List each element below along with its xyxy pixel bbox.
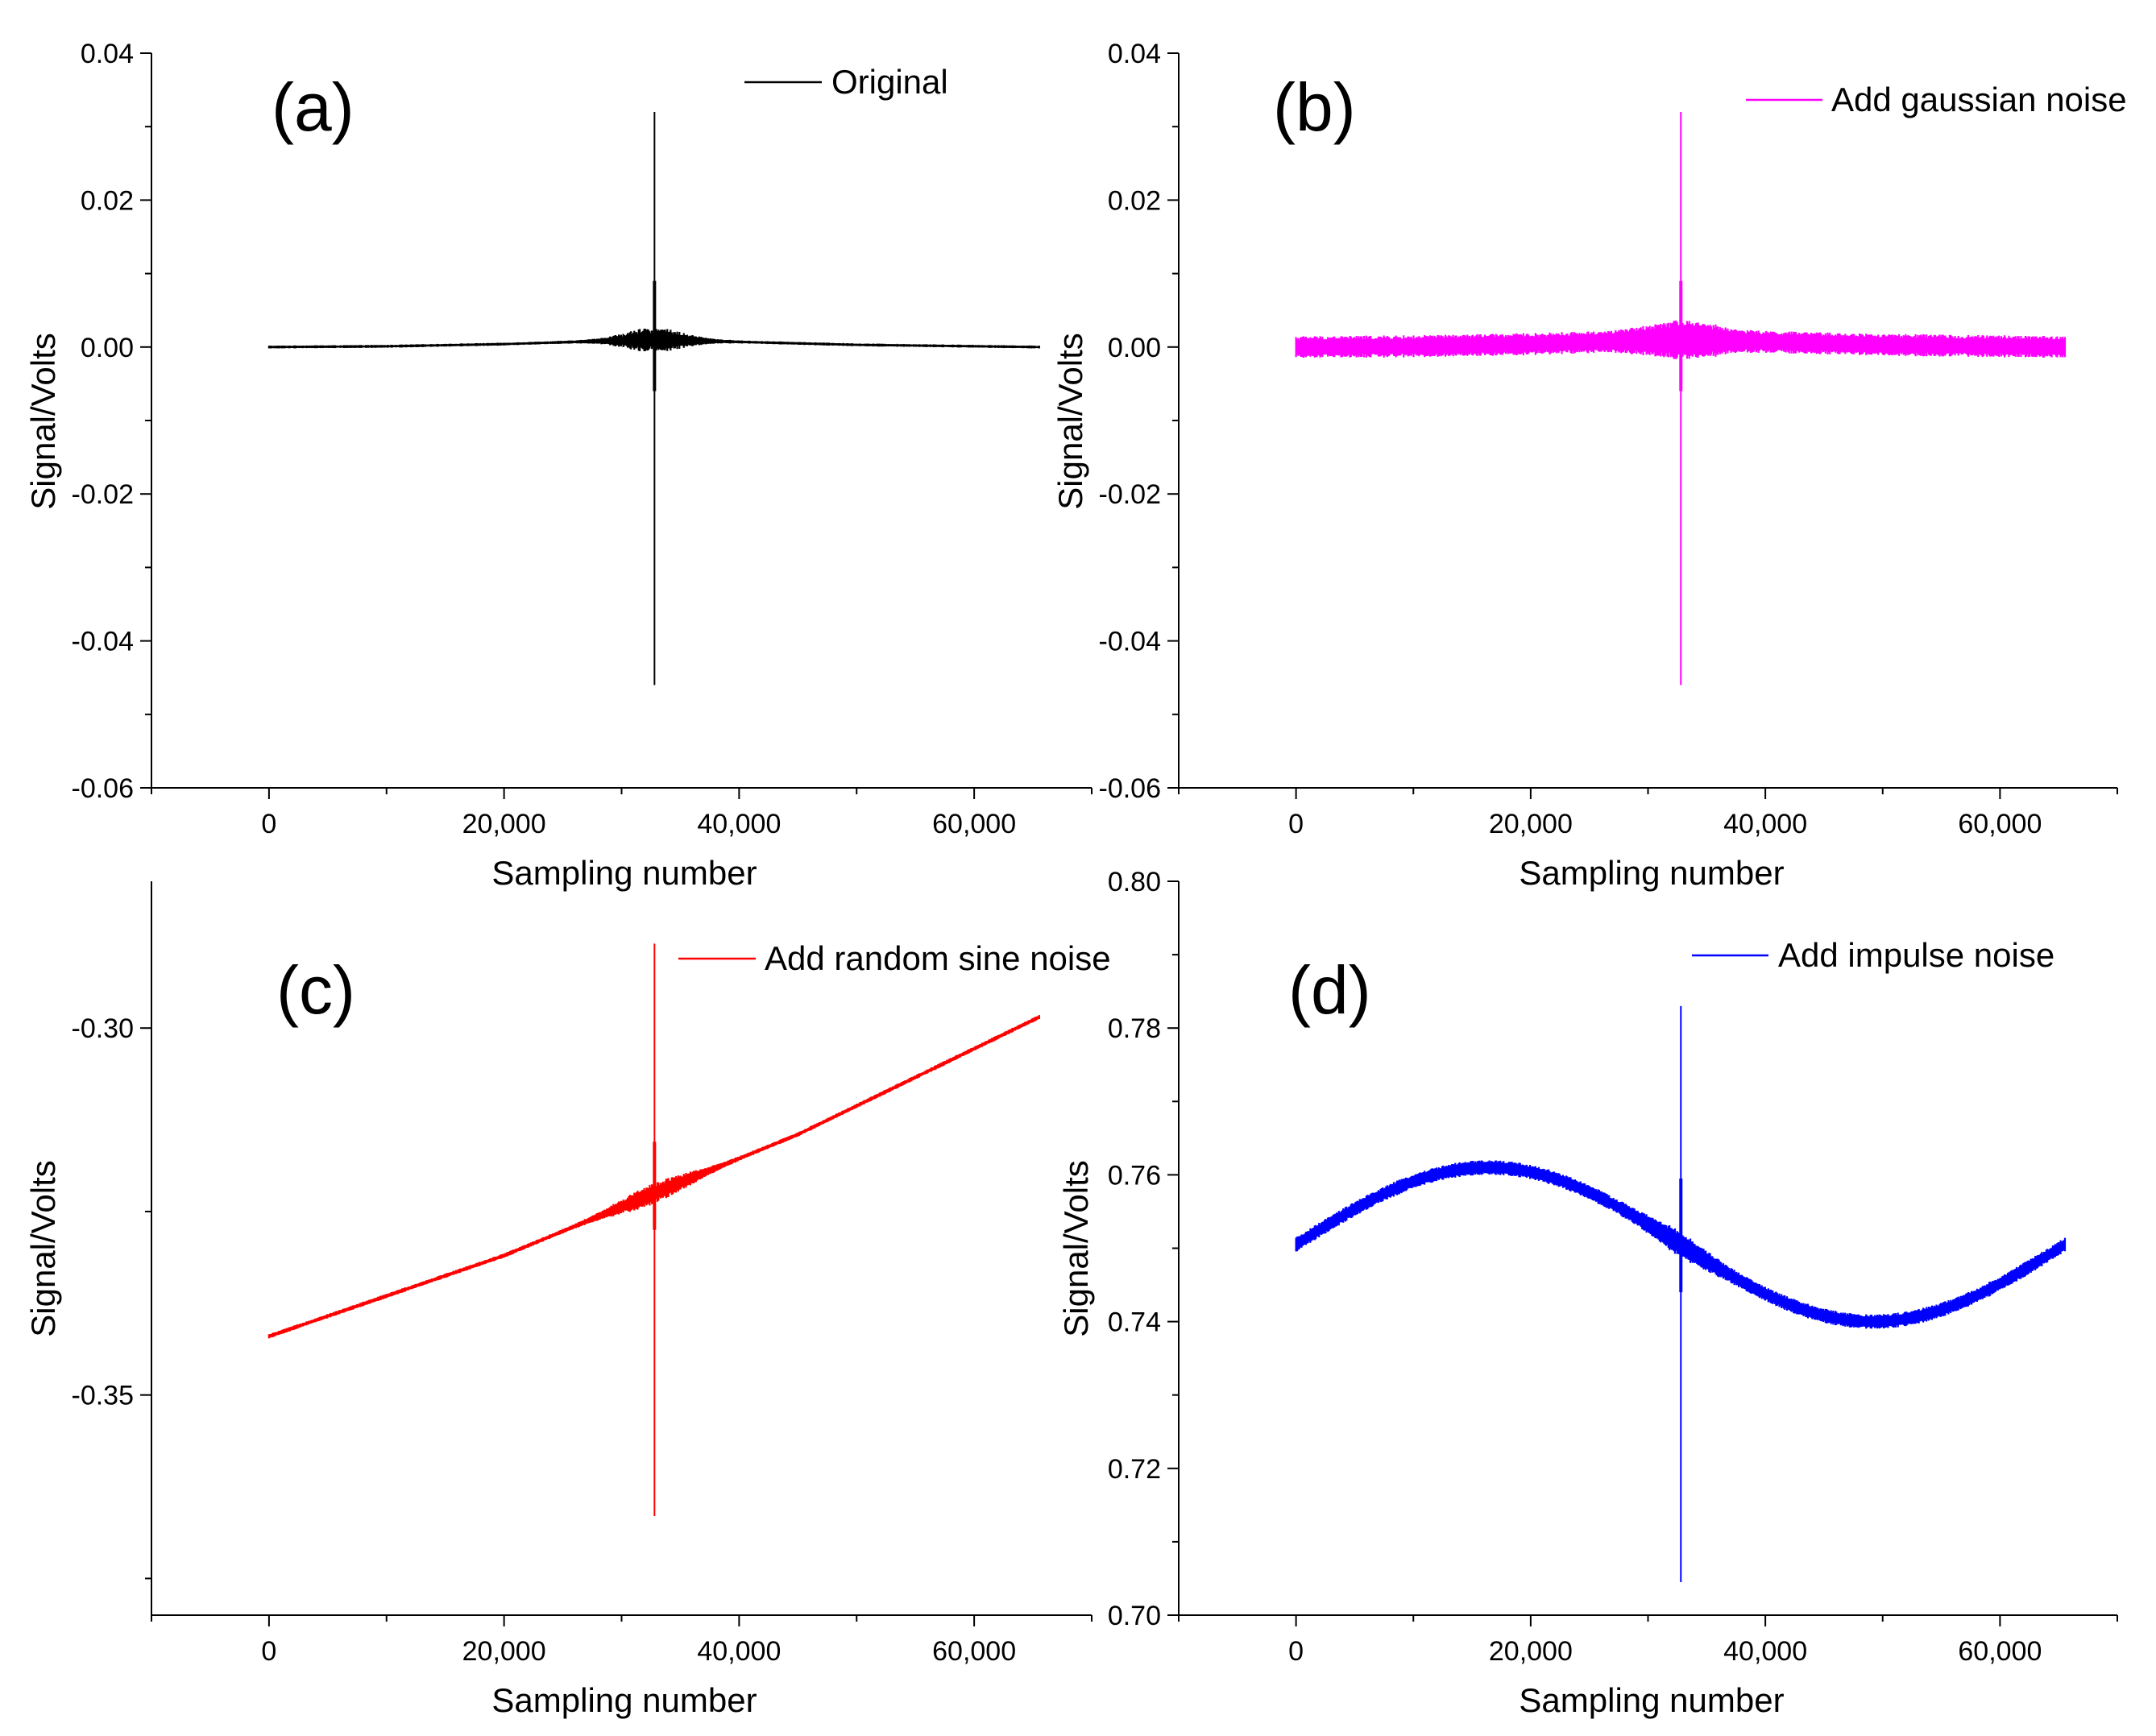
panel-c-y-axis-title: Signal/Volts bbox=[24, 1160, 62, 1336]
y-tick-label: 0.02 bbox=[1108, 185, 1161, 216]
x-tick-label: 0 bbox=[1288, 1636, 1304, 1667]
y-tick-label: 0.78 bbox=[1108, 1013, 1161, 1044]
panel-b-label: (b) bbox=[1273, 69, 1356, 145]
panel-d-legend-label: Add impulse noise bbox=[1778, 936, 2054, 974]
x-tick-label: 60,000 bbox=[932, 1636, 1016, 1667]
y-tick-label: 0.72 bbox=[1108, 1454, 1161, 1485]
panel-b-legend-label: Add gaussian noise bbox=[1831, 81, 2127, 118]
panel-d-trace bbox=[1295, 1005, 2067, 1583]
y-tick-label: -0.35 bbox=[72, 1381, 135, 1411]
panel-c-x-axis-title: Sampling number bbox=[491, 1681, 757, 1719]
x-tick-label: 60,000 bbox=[932, 809, 1016, 839]
x-tick-label: 0 bbox=[261, 1636, 276, 1667]
x-tick-label: 0 bbox=[261, 809, 276, 839]
panel-b: -0.06 -0.04 -0.02 0.00 0.02 0.04 0 20,000 40,000… bbox=[1051, 39, 2127, 892]
panel-b-y-axis-title: Signal/Volts bbox=[1051, 333, 1089, 509]
panel-d-label: (d) bbox=[1288, 952, 1371, 1028]
panel-d: 0.70 0.72 0.74 0.76 0.78 0.80 0 20,000 40,000 60,… bbox=[1057, 867, 2118, 1719]
panel-d-ticks: 0.70 0.72 0.74 0.76 0.78 0.80 0 20,000 40,000 60,… bbox=[1108, 867, 2118, 1667]
panel-d-legend: Add impulse noise bbox=[1692, 936, 2054, 974]
panel-d-y-axis-title: Signal/Volts bbox=[1057, 1160, 1095, 1336]
panel-c-legend: Add random sine noise bbox=[678, 939, 1111, 977]
panel-b-legend: Add gaussian noise bbox=[1746, 81, 2127, 118]
y-tick-label: 0.76 bbox=[1108, 1160, 1161, 1191]
panel-c-trace bbox=[267, 943, 1040, 1517]
panel-a: -0.06 -0.04 -0.02 0.00 0.02 0.04 0 20,000 40,000… bbox=[24, 39, 1093, 892]
x-tick-label: 20,000 bbox=[462, 809, 546, 839]
panel-a-label: (a) bbox=[272, 69, 354, 145]
panel-a-ticks: -0.06 -0.04 -0.02 0.00 0.02 0.04 0 20,000 40,000… bbox=[72, 39, 1093, 839]
x-tick-label: 20,000 bbox=[462, 1636, 546, 1667]
panel-c-label: (c) bbox=[276, 952, 355, 1028]
x-tick-label: 40,000 bbox=[697, 809, 781, 839]
y-tick-label: 0.80 bbox=[1108, 867, 1161, 897]
panel-a-legend: Original bbox=[744, 63, 948, 101]
panel-a-trace bbox=[267, 111, 1040, 686]
panel-a-x-axis-title: Sampling number bbox=[491, 854, 757, 892]
y-tick-label: 0.74 bbox=[1108, 1307, 1161, 1338]
y-tick-label: -0.30 bbox=[72, 1013, 135, 1044]
panel-b-x-axis-title: Sampling number bbox=[1519, 854, 1784, 892]
y-tick-label: 0.04 bbox=[81, 39, 134, 69]
panel-c-legend-label: Add random sine noise bbox=[765, 939, 1111, 977]
y-tick-label: -0.02 bbox=[1099, 479, 1162, 510]
y-tick-label: -0.04 bbox=[72, 627, 135, 657]
y-tick-label: -0.06 bbox=[72, 773, 135, 804]
panel-b-trace bbox=[1295, 111, 2067, 686]
x-tick-label: 0 bbox=[1288, 809, 1304, 839]
panel-b-axes bbox=[1178, 53, 2117, 789]
y-tick-label: 0.70 bbox=[1108, 1601, 1161, 1631]
y-tick-label: 0.02 bbox=[81, 185, 134, 216]
panel-a-axes bbox=[151, 53, 1092, 789]
y-tick-label: -0.04 bbox=[1099, 627, 1162, 657]
x-tick-label: 60,000 bbox=[1958, 1636, 2042, 1667]
y-tick-label: -0.06 bbox=[1099, 773, 1162, 804]
x-tick-label: 40,000 bbox=[697, 1636, 781, 1667]
x-tick-label: 20,000 bbox=[1489, 1636, 1573, 1667]
panel-a-legend-label: Original bbox=[831, 63, 948, 101]
panel-d-x-axis-title: Sampling number bbox=[1519, 1681, 1784, 1719]
x-tick-label: 40,000 bbox=[1723, 809, 1807, 839]
x-tick-label: 40,000 bbox=[1723, 1636, 1807, 1667]
y-tick-label: 0.00 bbox=[1108, 333, 1161, 363]
panel-c: -0.35 -0.30 0 20,000 40,000 60,000 (c) Sampli… bbox=[24, 881, 1111, 1719]
panel-a-y-axis-title: Signal/Volts bbox=[24, 333, 62, 509]
y-tick-label: 0.00 bbox=[81, 333, 134, 363]
panel-c-ticks: -0.35 -0.30 0 20,000 40,000 60,000 bbox=[72, 1013, 1093, 1667]
y-tick-label: 0.04 bbox=[1108, 39, 1161, 69]
x-tick-label: 60,000 bbox=[1958, 809, 2042, 839]
y-tick-label: -0.02 bbox=[72, 479, 135, 510]
panel-b-ticks: -0.06 -0.04 -0.02 0.00 0.02 0.04 0 20,000 40,000… bbox=[1099, 39, 2118, 839]
x-tick-label: 20,000 bbox=[1489, 809, 1573, 839]
